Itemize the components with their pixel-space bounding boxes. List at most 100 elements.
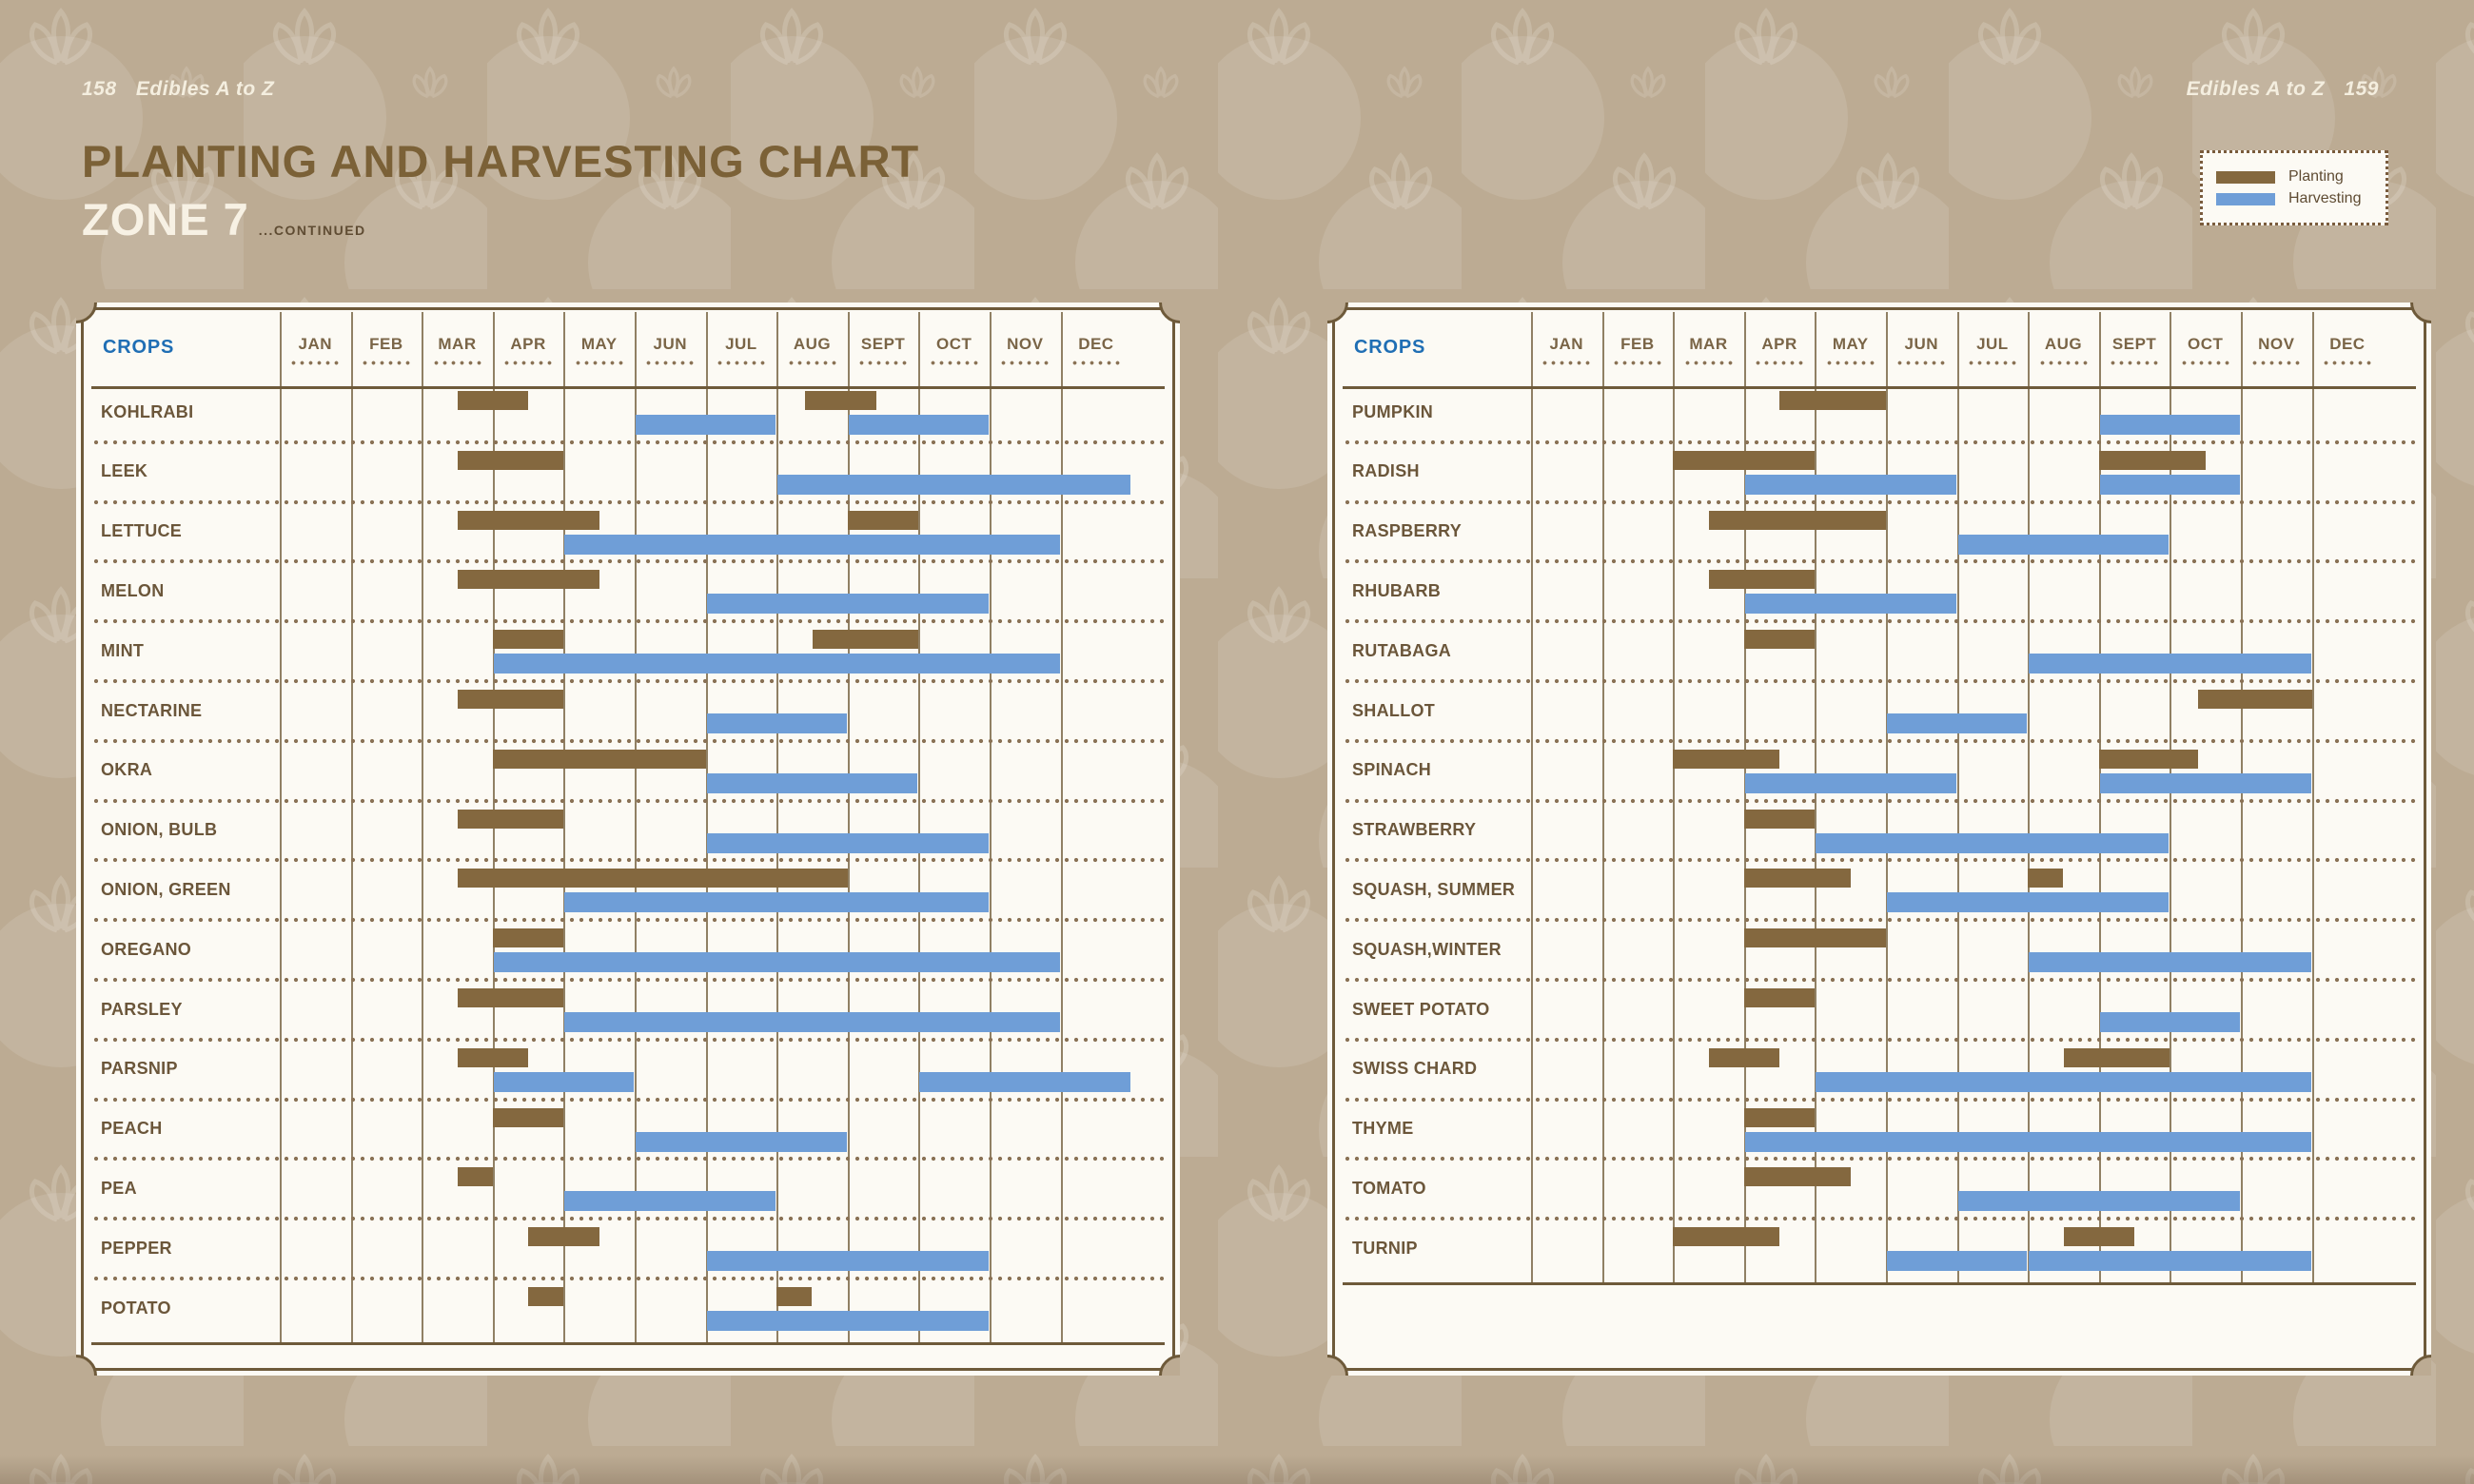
month-label: AUG bbox=[2044, 335, 2083, 353]
crop-label: LETTUCE bbox=[101, 521, 183, 541]
crop-label: STRAWBERRY bbox=[1352, 820, 1477, 840]
harvesting-bar bbox=[564, 534, 1060, 555]
harvesting-bar bbox=[1957, 534, 2170, 555]
month-label: MAR bbox=[1689, 335, 1728, 353]
planting-bar bbox=[1673, 749, 1780, 769]
row-separator-dots bbox=[1343, 498, 2416, 506]
page-number-left: 158 bbox=[82, 78, 117, 100]
crops-column-header: CROPS bbox=[1354, 337, 1426, 358]
planting-bar bbox=[457, 450, 564, 470]
month-underline-dots bbox=[928, 360, 980, 366]
crop-label: LEEK bbox=[101, 461, 148, 481]
harvesting-bar bbox=[1887, 1251, 2028, 1272]
row-separator-dots bbox=[1343, 916, 2416, 925]
planting-bar bbox=[457, 1167, 493, 1187]
crop-label: PEA bbox=[101, 1178, 137, 1198]
bottom-rule bbox=[91, 1341, 1165, 1345]
legend-row-planting: Planting bbox=[2216, 168, 2372, 186]
crop-label: PEACH bbox=[101, 1119, 163, 1139]
page-header-right: Edibles A to Z 159 bbox=[2187, 78, 2392, 101]
crop-label: MINT bbox=[101, 640, 145, 660]
row-separator-dots bbox=[91, 438, 1165, 446]
month-column-line bbox=[635, 312, 637, 1342]
crop-label: TURNIP bbox=[1352, 1238, 1418, 1258]
crop-label: ONION, GREEN bbox=[101, 879, 231, 899]
harvesting-bar bbox=[706, 1311, 989, 1331]
month-underline-dots bbox=[644, 360, 697, 366]
planting-bar bbox=[2098, 749, 2199, 769]
month-underline-dots bbox=[2250, 360, 2303, 366]
row-separator-dots bbox=[1343, 1155, 2416, 1163]
crop-label: POTATO bbox=[101, 1298, 171, 1318]
month-underline-dots bbox=[573, 360, 625, 366]
month-label: FEB bbox=[369, 335, 403, 353]
planting-bar bbox=[2063, 1227, 2135, 1247]
row-separator-dots bbox=[91, 498, 1165, 506]
harvesting-bar bbox=[706, 832, 989, 853]
row-separator-dots bbox=[91, 1035, 1165, 1044]
corner-notch bbox=[76, 303, 97, 323]
crop-label: RUTABAGA bbox=[1352, 640, 1452, 660]
planting-bar bbox=[1743, 988, 1816, 1007]
month-label: OCT bbox=[935, 335, 972, 353]
month-label: MAY bbox=[580, 335, 618, 353]
corner-notch bbox=[1327, 303, 1348, 323]
month-label: SEPT bbox=[2111, 335, 2157, 353]
crop-label: KOHLRABI bbox=[101, 401, 194, 421]
month-label: JAN bbox=[298, 335, 333, 353]
month-underline-dots bbox=[1966, 360, 2018, 366]
row-separator-dots bbox=[1343, 617, 2416, 626]
harvesting-swatch bbox=[2216, 192, 2275, 205]
harvesting-bar bbox=[1887, 713, 2028, 733]
month-label: DEC bbox=[2329, 335, 2366, 353]
page-number-right: 159 bbox=[2344, 78, 2379, 100]
planting-bar bbox=[1708, 1047, 1780, 1067]
planting-bar bbox=[1743, 809, 1816, 829]
crop-label: SQUASH,WINTER bbox=[1352, 939, 1502, 959]
harvesting-bar bbox=[1957, 1191, 2240, 1212]
month-column-line bbox=[990, 312, 992, 1342]
month-label: DEC bbox=[1078, 335, 1114, 353]
planting-bar bbox=[457, 1047, 529, 1067]
month-column-line bbox=[847, 312, 850, 1342]
planting-chart-right-page: CROPS JAN FEB MAR APR MAY JUN JUL AUG SEPT OCT NOV D… bbox=[1327, 303, 2431, 1376]
row-separator-dots bbox=[1343, 438, 2416, 446]
crop-label: PEPPER bbox=[101, 1238, 172, 1258]
running-title-right: Edibles A to Z bbox=[2186, 78, 2326, 100]
month-underline-dots bbox=[1895, 360, 1948, 366]
month-label: JUL bbox=[725, 335, 757, 353]
harvesting-bar bbox=[848, 415, 989, 435]
crop-label: SQUASH, SUMMER bbox=[1352, 879, 1516, 899]
page-bottom-shadow bbox=[0, 1455, 2474, 1484]
crop-label: PUMPKIN bbox=[1352, 401, 1434, 421]
month-column-line bbox=[350, 312, 353, 1342]
legend-row-harvesting: Harvesting bbox=[2216, 190, 2372, 207]
month-underline-dots bbox=[715, 360, 767, 366]
planting-bar bbox=[528, 1227, 599, 1247]
month-label: APR bbox=[510, 335, 546, 353]
row-separator-dots bbox=[1343, 677, 2416, 685]
harvesting-bar bbox=[2099, 1012, 2240, 1032]
month-underline-dots bbox=[999, 360, 1051, 366]
crop-label: RHUBARB bbox=[1352, 580, 1442, 600]
crop-label: SHALLOT bbox=[1352, 700, 1436, 720]
planting-bar bbox=[1673, 1227, 1780, 1247]
month-underline-dots bbox=[1824, 360, 1876, 366]
row-separator-dots bbox=[1343, 557, 2416, 566]
row-separator-dots bbox=[91, 1215, 1165, 1223]
harvesting-bar bbox=[1816, 1071, 2311, 1092]
continued-label: ...CONTINUED bbox=[258, 223, 366, 238]
corner-notch bbox=[1327, 1355, 1348, 1376]
row-separator-dots bbox=[91, 1155, 1165, 1163]
zone-title: ZONE 7 ...CONTINUED bbox=[82, 193, 919, 245]
planting-bar bbox=[457, 988, 564, 1007]
row-separator-dots bbox=[91, 1275, 1165, 1282]
row-separator-dots bbox=[1343, 1095, 2416, 1103]
planting-chart-left-page: CROPS JAN FEB MAR APR MAY JUN JUL AUG SEPT OCT NOV D… bbox=[76, 303, 1180, 1376]
month-label: MAY bbox=[1832, 335, 1869, 353]
harvesting-label: Harvesting bbox=[2288, 190, 2362, 206]
harvesting-bar bbox=[706, 1251, 989, 1272]
harvesting-bar bbox=[636, 1131, 847, 1152]
header-rule bbox=[91, 386, 1165, 389]
planting-bar bbox=[457, 690, 564, 709]
